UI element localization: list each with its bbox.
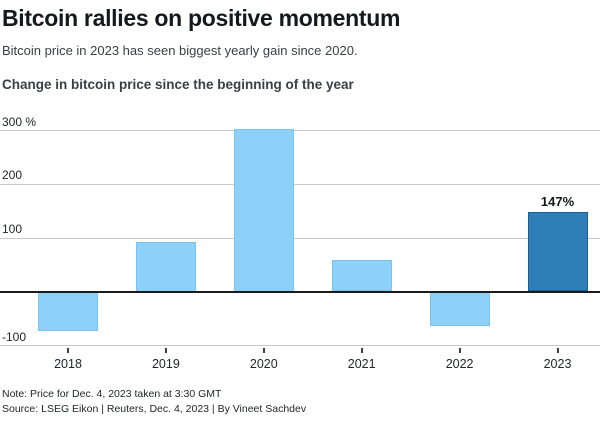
y-axis-label-200: 200 xyxy=(2,168,23,183)
x-tick-2023 xyxy=(556,347,559,353)
x-axis-label-2018: 2018 xyxy=(54,357,82,372)
x-tick-2019 xyxy=(164,347,167,353)
x-axis-label-2021: 2021 xyxy=(347,357,376,372)
y-axis-label-300: 300 % xyxy=(2,114,37,129)
source-line: Source: LSEG Eikon | Reuters, Dec. 4, 20… xyxy=(2,403,307,415)
x-tick-2020 xyxy=(262,347,265,353)
gridline-100 xyxy=(0,237,600,239)
zero-baseline xyxy=(0,290,600,293)
x-axis-label-2022: 2022 xyxy=(445,357,474,372)
x-tick-2022 xyxy=(458,347,461,353)
bar-2020 xyxy=(233,129,294,292)
x-axis-label-2020: 2020 xyxy=(249,357,278,372)
bar-value-label-2023: 147% xyxy=(540,194,575,210)
bar-2019 xyxy=(135,242,196,292)
bar-chart: 300 % 200 100 -100 2018 2019 2020 2021 2022 2023 1… xyxy=(0,115,600,377)
gridline-200 xyxy=(0,183,600,185)
bar-2023 xyxy=(527,212,588,292)
bar-2021 xyxy=(331,260,392,292)
x-tick-2021 xyxy=(360,347,363,353)
bar-2022 xyxy=(429,291,490,326)
gridline--100 xyxy=(0,345,600,347)
footnote: Note: Price for Dec. 4, 2023 taken at 3:… xyxy=(2,388,222,400)
y-axis-label--100: -100 xyxy=(2,329,27,344)
x-axis-label-2023: 2023 xyxy=(543,357,572,372)
y-axis-label-100: 100 xyxy=(2,222,23,237)
x-tick-2018 xyxy=(67,347,69,353)
subtitle: Bitcoin price in 2023 has seen biggest y… xyxy=(2,43,358,58)
x-axis-label-2019: 2019 xyxy=(151,357,180,372)
bar-2018 xyxy=(38,291,98,332)
page-title: Bitcoin rallies on positive momentum xyxy=(2,5,401,31)
gridline-300 xyxy=(0,130,600,132)
chart-heading: Change in bitcoin price since the beginn… xyxy=(2,77,354,92)
